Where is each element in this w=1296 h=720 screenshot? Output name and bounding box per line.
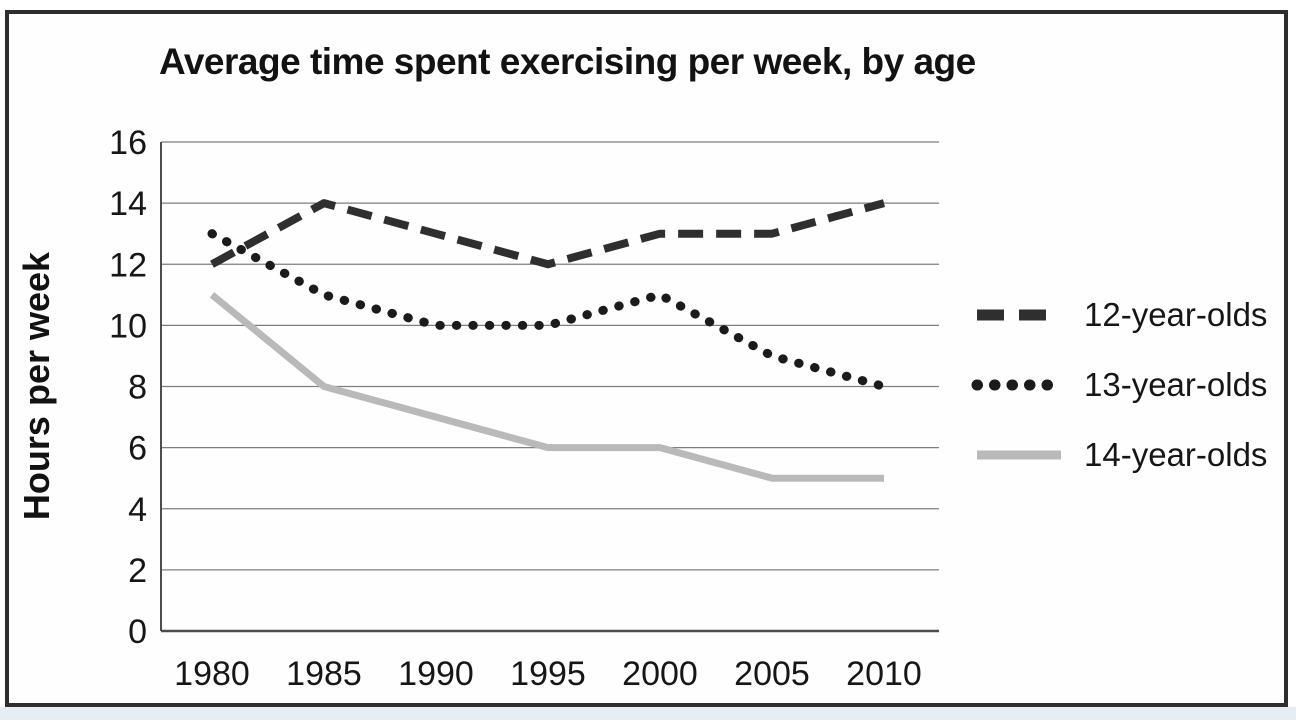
line-chart-plot: 0 2 4 6 8 10 12 14 16 1980 1985 1990 1995 2000 2005 201… [109,124,939,693]
y-tick-label: 2 [128,552,147,590]
y-tick-label: 12 [109,246,147,284]
legend-item-13-year-olds: 13-year-olds [971,350,1296,420]
y-tick-label: 0 [128,613,147,651]
legend-label: 12-year-olds [1084,296,1268,333]
y-tick-label: 4 [128,491,147,529]
y-tick-label: 14 [109,185,147,223]
legend-label: 14-year-olds [1084,436,1268,473]
x-tick-label: 1985 [286,655,362,693]
legend-item-14-year-olds: 14-year-olds [971,420,1296,490]
page-edge-strip [0,707,1296,720]
series-line-14-year-olds [209,292,884,482]
y-tick-label: 6 [128,430,147,468]
x-tick-label: 2005 [734,655,810,693]
x-tick-label: 2010 [846,655,922,693]
x-tick-label: 1990 [398,655,474,693]
legend-line-sample [977,309,1061,321]
legend-label: 13-year-olds [1084,366,1268,403]
y-tick-label: 8 [128,369,147,407]
y-tick-label: 10 [109,307,147,345]
x-tick-label: 1980 [174,655,250,693]
legend-line-sample [971,379,1067,391]
y-tick-label: 16 [109,124,147,162]
legend-line-sample [977,450,1061,460]
x-tick-label: 1995 [510,655,586,693]
chart-legend: 12-year-olds 13-year-olds 14-year-olds [971,280,1296,490]
series-line-12-year-olds [210,199,886,269]
legend-item-12-year-olds: 12-year-olds [971,280,1296,350]
chart-title: Average time spent exercising per week, … [159,41,976,82]
x-tick-label: 2000 [622,655,698,693]
series-line-13-year-olds [207,229,889,391]
chart-frame: Average time spent exercising per week, … [5,10,1288,707]
